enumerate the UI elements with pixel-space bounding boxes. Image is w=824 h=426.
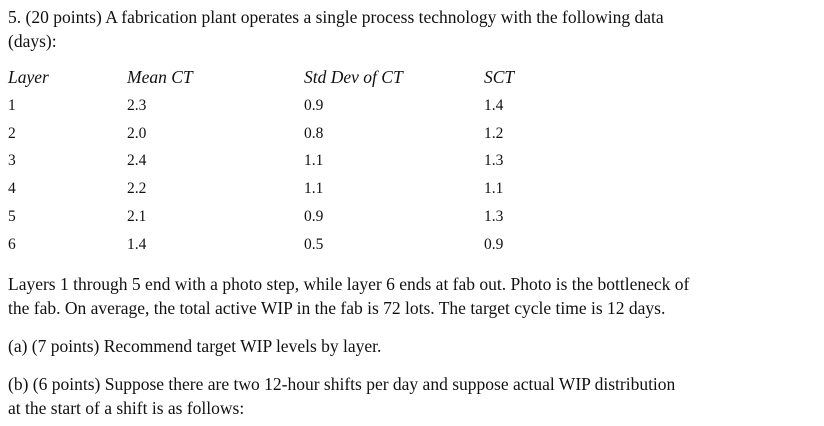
part-b-line-2: at the start of a shift is as follows: — [8, 398, 245, 418]
cell-layer: 1 — [8, 97, 16, 114]
cell-std-dev: 0.9 — [304, 97, 324, 114]
cell-mean-ct: 2.4 — [127, 152, 147, 169]
header-mean-ct: Mean CT — [127, 67, 193, 87]
cell-mean-ct: 1.4 — [127, 236, 147, 253]
cell-layer: 2 — [8, 125, 16, 142]
cell-sct: 1.4 — [484, 97, 504, 114]
cell-std-dev: 1.1 — [304, 180, 324, 197]
cell-layer: 6 — [8, 236, 16, 253]
cell-std-dev: 0.8 — [304, 125, 324, 142]
part-b-line-1: (b) (6 points) Suppose there are two 12-… — [8, 374, 676, 394]
header-sct: SCT — [484, 67, 515, 87]
intro-line-2: (days): — [8, 31, 57, 51]
cell-sct: 1.1 — [484, 180, 504, 197]
cell-layer: 3 — [8, 152, 16, 169]
cell-sct: 1.3 — [484, 152, 504, 169]
part-a: (a) (7 points) Recommend target WIP leve… — [8, 336, 382, 356]
intro-line-1: 5. (20 points) A fabrication plant opera… — [8, 7, 664, 27]
paragraph-1-line-2: the fab. On average, the total active WI… — [8, 298, 666, 318]
cell-std-dev: 1.1 — [304, 152, 324, 169]
cell-std-dev: 0.5 — [304, 236, 324, 253]
cell-sct: 1.2 — [484, 125, 504, 142]
cell-sct: 1.3 — [484, 208, 504, 225]
cell-mean-ct: 2.1 — [127, 208, 147, 225]
cell-mean-ct: 2.3 — [127, 97, 147, 114]
cell-mean-ct: 2.2 — [127, 180, 147, 197]
cell-layer: 5 — [8, 208, 16, 225]
cell-std-dev: 0.9 — [304, 208, 324, 225]
cell-mean-ct: 2.0 — [127, 125, 147, 142]
cell-sct: 0.9 — [484, 236, 504, 253]
paragraph-1-line-1: Layers 1 through 5 end with a photo step… — [8, 274, 690, 294]
header-std-dev-ct: Std Dev of CT — [304, 67, 403, 87]
cell-layer: 4 — [8, 180, 16, 197]
header-layer: Layer — [8, 67, 49, 87]
